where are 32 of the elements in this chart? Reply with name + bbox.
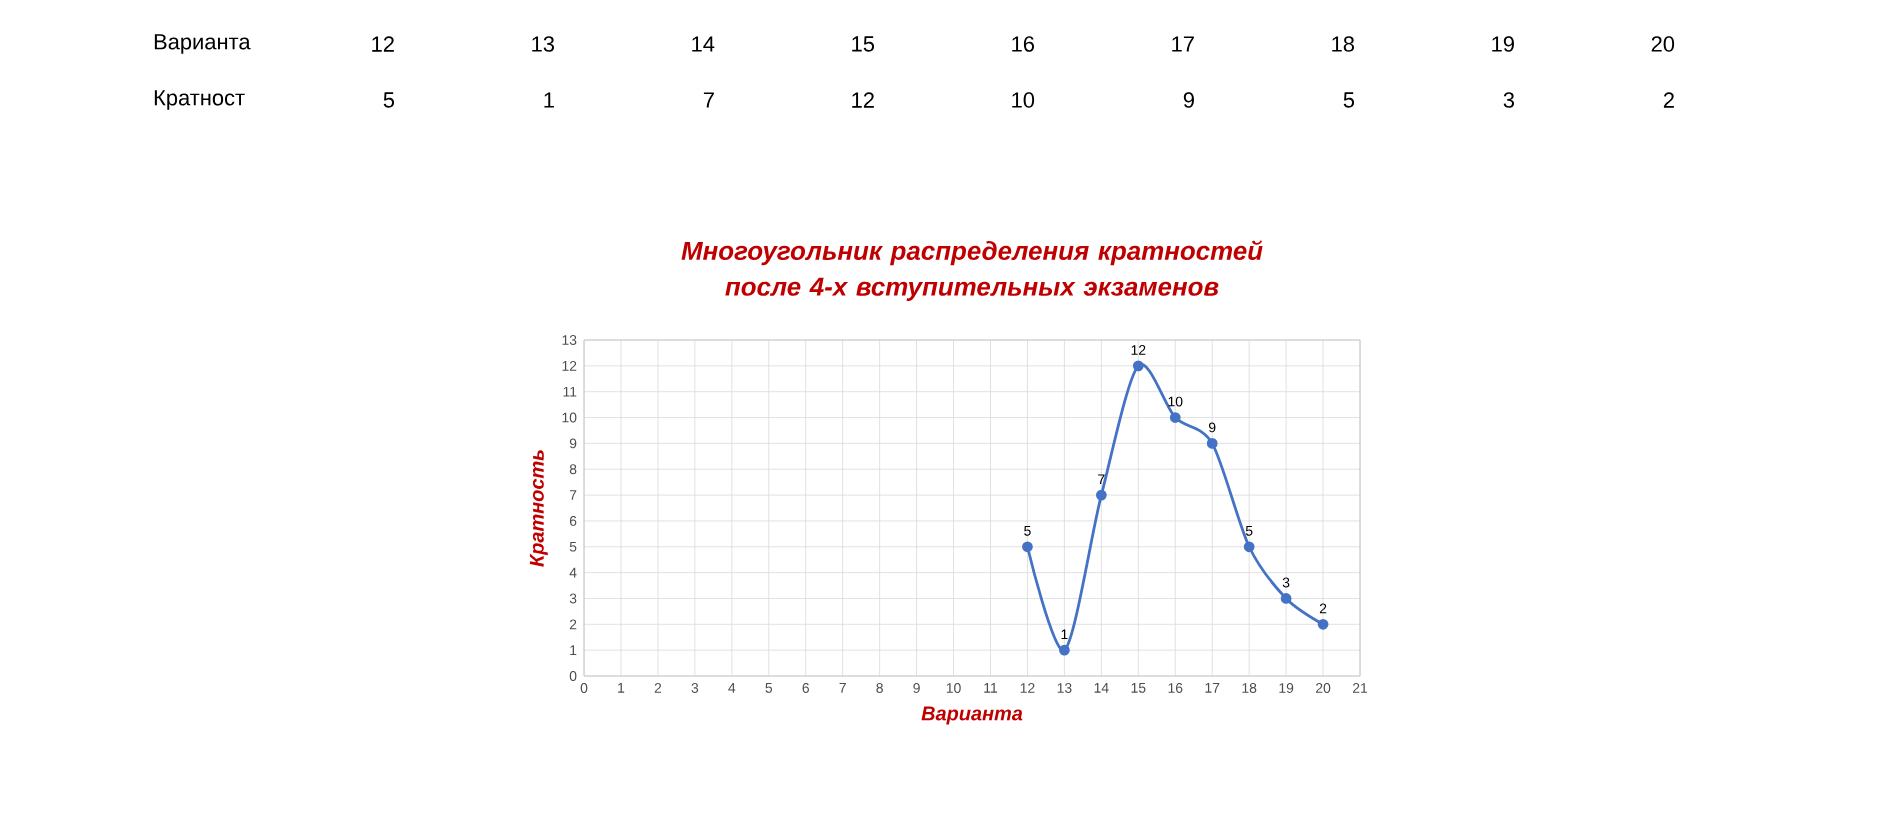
text: 14 <box>692 36 715 52</box>
text: 5 <box>1343 92 1355 108</box>
text: 2 <box>1663 92 1674 108</box>
text: 18 <box>1332 36 1355 52</box>
text: 5 <box>383 92 395 108</box>
point <box>1206 438 1218 449</box>
point <box>1169 412 1181 423</box>
text: 7 <box>703 92 714 108</box>
text: 1 <box>544 92 554 108</box>
point <box>1317 618 1329 630</box>
y-axis-title: Кратность <box>529 450 548 567</box>
x-axis-title: Варианта <box>921 706 1023 725</box>
text: 15 <box>852 36 875 52</box>
text: 16 <box>1012 36 1035 52</box>
point <box>1243 541 1255 553</box>
point <box>1280 593 1292 604</box>
text: 10 <box>1012 92 1035 108</box>
text: 19 <box>1492 36 1514 52</box>
text: Варианта <box>154 34 251 54</box>
text: 17 <box>1172 36 1194 52</box>
text: 12 <box>372 36 394 52</box>
point <box>1022 541 1033 553</box>
point <box>1095 489 1107 501</box>
text: 12 <box>852 92 874 108</box>
text: Кратност <box>154 90 245 110</box>
text: 9 <box>1183 92 1194 108</box>
text: 13 <box>532 36 554 52</box>
text: 3 <box>1503 92 1515 108</box>
point <box>1059 644 1070 656</box>
text: 20 <box>1651 36 1675 52</box>
point <box>1132 360 1144 372</box>
chart-title: Многоугольник распределения кратностей после 4-х вступительных экзаменов <box>681 240 1263 301</box>
